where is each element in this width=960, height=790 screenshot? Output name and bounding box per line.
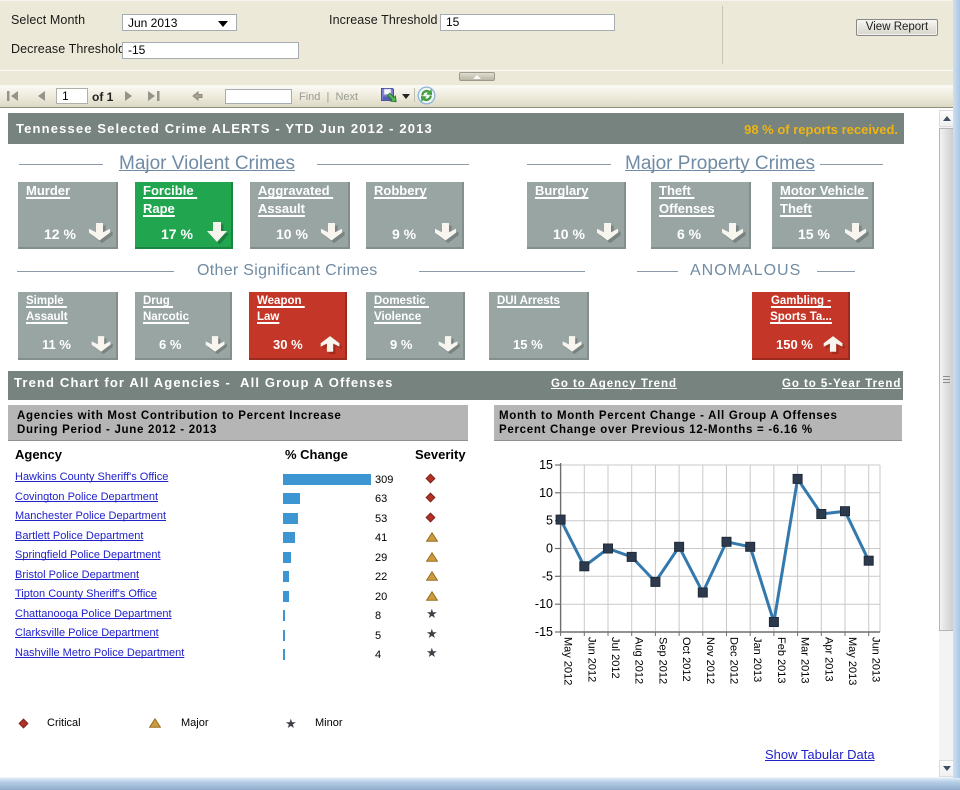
svg-text:Feb 2013: Feb 2013	[775, 637, 787, 683]
svg-text:0: 0	[546, 542, 553, 556]
svg-text:-10: -10	[535, 597, 553, 611]
svg-text:Jun 2012: Jun 2012	[585, 637, 597, 682]
svg-text:15: 15	[539, 458, 553, 472]
svg-text:5: 5	[546, 514, 553, 528]
svg-text:Jun 2013: Jun 2013	[870, 637, 882, 682]
svg-text:Dec 2012: Dec 2012	[728, 637, 740, 684]
svg-text:-5: -5	[542, 569, 553, 583]
svg-text:Aug 2012: Aug 2012	[633, 637, 645, 684]
svg-text:10: 10	[539, 486, 553, 500]
svg-text:Mar 2013: Mar 2013	[799, 637, 811, 683]
svg-text:Nov 2012: Nov 2012	[704, 637, 716, 684]
svg-text:Oct 2012: Oct 2012	[680, 637, 692, 682]
svg-text:Jul 2012: Jul 2012	[609, 637, 621, 679]
svg-text:May 2012: May 2012	[562, 637, 574, 685]
svg-text:May 2013: May 2013	[846, 637, 858, 685]
svg-text:Jan 2013: Jan 2013	[751, 637, 763, 682]
svg-text:Apr 2013: Apr 2013	[822, 637, 834, 682]
svg-text:-15: -15	[535, 625, 553, 639]
svg-text:Sep 2012: Sep 2012	[656, 637, 668, 684]
